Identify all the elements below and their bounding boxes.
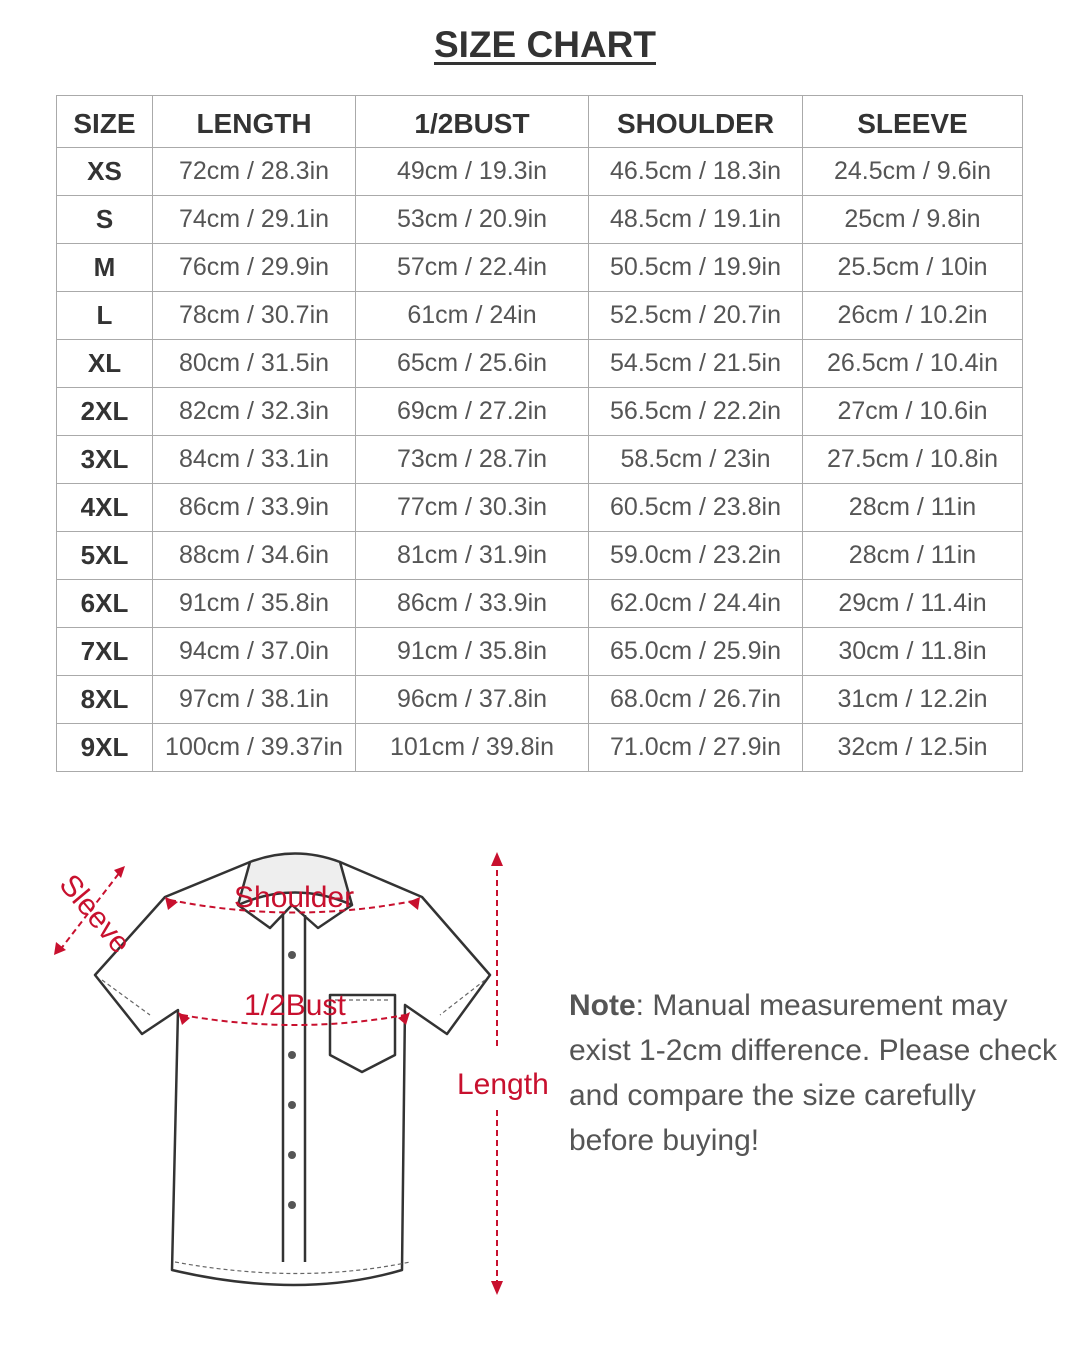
measurement-cell: 71.0cm / 27.9in bbox=[588, 723, 803, 772]
table-row: L 78cm / 30.7in 61cm / 24in 52.5cm / 20.7in… bbox=[56, 291, 1023, 340]
measurement-cell: 72cm / 28.3in bbox=[152, 147, 356, 196]
measurement-cell: 80cm / 31.5in bbox=[152, 339, 356, 388]
measurement-cell: 88cm / 34.6in bbox=[152, 531, 356, 580]
measurement-cell: 56.5cm / 22.2in bbox=[588, 387, 803, 436]
table-row: 2XL 82cm / 32.3in 69cm / 27.2in 56.5cm / 22… bbox=[56, 387, 1023, 436]
measurement-cell: 24.5cm / 9.6in bbox=[802, 147, 1023, 196]
column-header: SLEEVE bbox=[802, 95, 1023, 148]
table-row: 7XL 94cm / 37.0in 91cm / 35.8in 65.0cm / 25… bbox=[56, 627, 1023, 676]
measurement-cell: 53cm / 20.9in bbox=[355, 195, 589, 244]
size-cell: 5XL bbox=[56, 531, 153, 580]
measurement-cell: 25cm / 9.8in bbox=[802, 195, 1023, 244]
size-cell: M bbox=[56, 243, 153, 292]
measurement-cell: 78cm / 30.7in bbox=[152, 291, 356, 340]
measurement-cell: 26cm / 10.2in bbox=[802, 291, 1023, 340]
measurement-cell: 27cm / 10.6in bbox=[802, 387, 1023, 436]
size-cell: L bbox=[56, 291, 153, 340]
table-row: 8XL 97cm / 38.1in 96cm / 37.8in 68.0cm / 26… bbox=[56, 675, 1023, 724]
bust-measure-line bbox=[181, 1014, 406, 1026]
measurement-cell: 46.5cm / 18.3in bbox=[588, 147, 803, 196]
measurement-cell: 31cm / 12.2in bbox=[802, 675, 1023, 724]
measurement-cell: 84cm / 33.1in bbox=[152, 435, 356, 484]
size-cell: 7XL bbox=[56, 627, 153, 676]
shoulder-measure-line bbox=[169, 899, 419, 914]
size-cell: XL bbox=[56, 339, 153, 388]
column-header: SIZE bbox=[56, 95, 153, 148]
size-cell: XS bbox=[56, 147, 153, 196]
measurement-cell: 26.5cm / 10.4in bbox=[802, 339, 1023, 388]
size-cell: S bbox=[56, 195, 153, 244]
measurement-cell: 59.0cm / 23.2in bbox=[588, 531, 803, 580]
size-cell: 3XL bbox=[56, 435, 153, 484]
measurement-cell: 86cm / 33.9in bbox=[152, 483, 356, 532]
measurement-cell: 100cm / 39.37in bbox=[152, 723, 356, 772]
table-row: M 76cm / 29.9in 57cm / 22.4in 50.5cm / 19.9… bbox=[56, 243, 1023, 292]
shoulder-label: Shoulder bbox=[234, 881, 354, 914]
measurement-cell: 62.0cm / 24.4in bbox=[588, 579, 803, 628]
table-row: XL 80cm / 31.5in 65cm / 25.6in 54.5cm / 21.… bbox=[56, 339, 1023, 388]
size-table: SIZE LENGTH 1/2BUST SHOULDER SLEEVE XS 72cm /… bbox=[56, 95, 1023, 772]
measurement-cell: 52.5cm / 20.7in bbox=[588, 291, 803, 340]
measurement-cell: 82cm / 32.3in bbox=[152, 387, 356, 436]
measurement-cell: 74cm / 29.1in bbox=[152, 195, 356, 244]
measurement-cell: 97cm / 38.1in bbox=[152, 675, 356, 724]
measurement-cell: 25.5cm / 10in bbox=[802, 243, 1023, 292]
table-row: 4XL 86cm / 33.9in 77cm / 30.3in 60.5cm / 23… bbox=[56, 483, 1023, 532]
measurement-cell: 57cm / 22.4in bbox=[355, 243, 589, 292]
measurement-cell: 48.5cm / 19.1in bbox=[588, 195, 803, 244]
measurement-cell: 81cm / 31.9in bbox=[355, 531, 589, 580]
measurement-cell: 28cm / 11in bbox=[802, 531, 1023, 580]
measurement-cell: 86cm / 33.9in bbox=[355, 579, 589, 628]
measurement-cell: 96cm / 37.8in bbox=[355, 675, 589, 724]
column-header: SHOULDER bbox=[588, 95, 803, 148]
measurement-cell: 68.0cm / 26.7in bbox=[588, 675, 803, 724]
shirt-measurement-diagram: Shoulder 1/2Bust Length Sleeve bbox=[53, 852, 549, 1295]
table-header: SIZE LENGTH 1/2BUST SHOULDER SLEEVE bbox=[56, 95, 1023, 148]
measurement-cell: 91cm / 35.8in bbox=[152, 579, 356, 628]
table-row: XS 72cm / 28.3in 49cm / 19.3in 46.5cm / 18.… bbox=[56, 147, 1023, 196]
measurement-cell: 73cm / 28.7in bbox=[355, 435, 589, 484]
sleeve-measure-line bbox=[59, 871, 121, 951]
measurement-cell: 58.5cm / 23in bbox=[588, 435, 803, 484]
size-cell: 9XL bbox=[56, 723, 153, 772]
measurement-cell: 76cm / 29.9in bbox=[152, 243, 356, 292]
measurement-cell: 49cm / 19.3in bbox=[355, 147, 589, 196]
measurement-cell: 101cm / 39.8in bbox=[355, 723, 589, 772]
bust-label: 1/2Bust bbox=[244, 989, 346, 1022]
page-title: SIZE CHART bbox=[434, 24, 656, 65]
measurement-cell: 29cm / 11.4in bbox=[802, 579, 1023, 628]
size-cell: 4XL bbox=[56, 483, 153, 532]
length-label: Length bbox=[457, 1068, 549, 1101]
column-header: 1/2BUST bbox=[355, 95, 589, 148]
size-cell: 6XL bbox=[56, 579, 153, 628]
measurement-cell: 94cm / 37.0in bbox=[152, 627, 356, 676]
table-row: S 74cm / 29.1in 53cm / 20.9in 48.5cm / 19.1… bbox=[56, 195, 1023, 244]
column-header: LENGTH bbox=[152, 95, 356, 148]
size-cell: 8XL bbox=[56, 675, 153, 724]
table-row: 3XL 84cm / 33.1in 73cm / 28.7in 58.5cm / 23… bbox=[56, 435, 1023, 484]
measurement-cell: 60.5cm / 23.8in bbox=[588, 483, 803, 532]
measurement-cell: 77cm / 30.3in bbox=[355, 483, 589, 532]
table-row: 5XL 88cm / 34.6in 81cm / 31.9in 59.0cm / 23… bbox=[56, 531, 1023, 580]
measurement-cell: 50.5cm / 19.9in bbox=[588, 243, 803, 292]
measurement-cell: 27.5cm / 10.8in bbox=[802, 435, 1023, 484]
size-cell: 2XL bbox=[56, 387, 153, 436]
sleeve-label: Sleeve bbox=[53, 868, 137, 959]
measurement-cell: 32cm / 12.5in bbox=[802, 723, 1023, 772]
measurement-cell: 28cm / 11in bbox=[802, 483, 1023, 532]
measurement-cell: 30cm / 11.8in bbox=[802, 627, 1023, 676]
measurement-cell: 69cm / 27.2in bbox=[355, 387, 589, 436]
measurement-cell: 54.5cm / 21.5in bbox=[588, 339, 803, 388]
measurement-cell: 91cm / 35.8in bbox=[355, 627, 589, 676]
table-row: 9XL 100cm / 39.37in 101cm / 39.8in 71.0cm /… bbox=[56, 723, 1023, 772]
measurement-cell: 65.0cm / 25.9in bbox=[588, 627, 803, 676]
measurement-note: Note: Manual measurement may exist 1-2cm… bbox=[569, 989, 1058, 1157]
table-row: 6XL 91cm / 35.8in 86cm / 33.9in 62.0cm / 24… bbox=[56, 579, 1023, 628]
measurement-cell: 61cm / 24in bbox=[355, 291, 589, 340]
measurement-cell: 65cm / 25.6in bbox=[355, 339, 589, 388]
